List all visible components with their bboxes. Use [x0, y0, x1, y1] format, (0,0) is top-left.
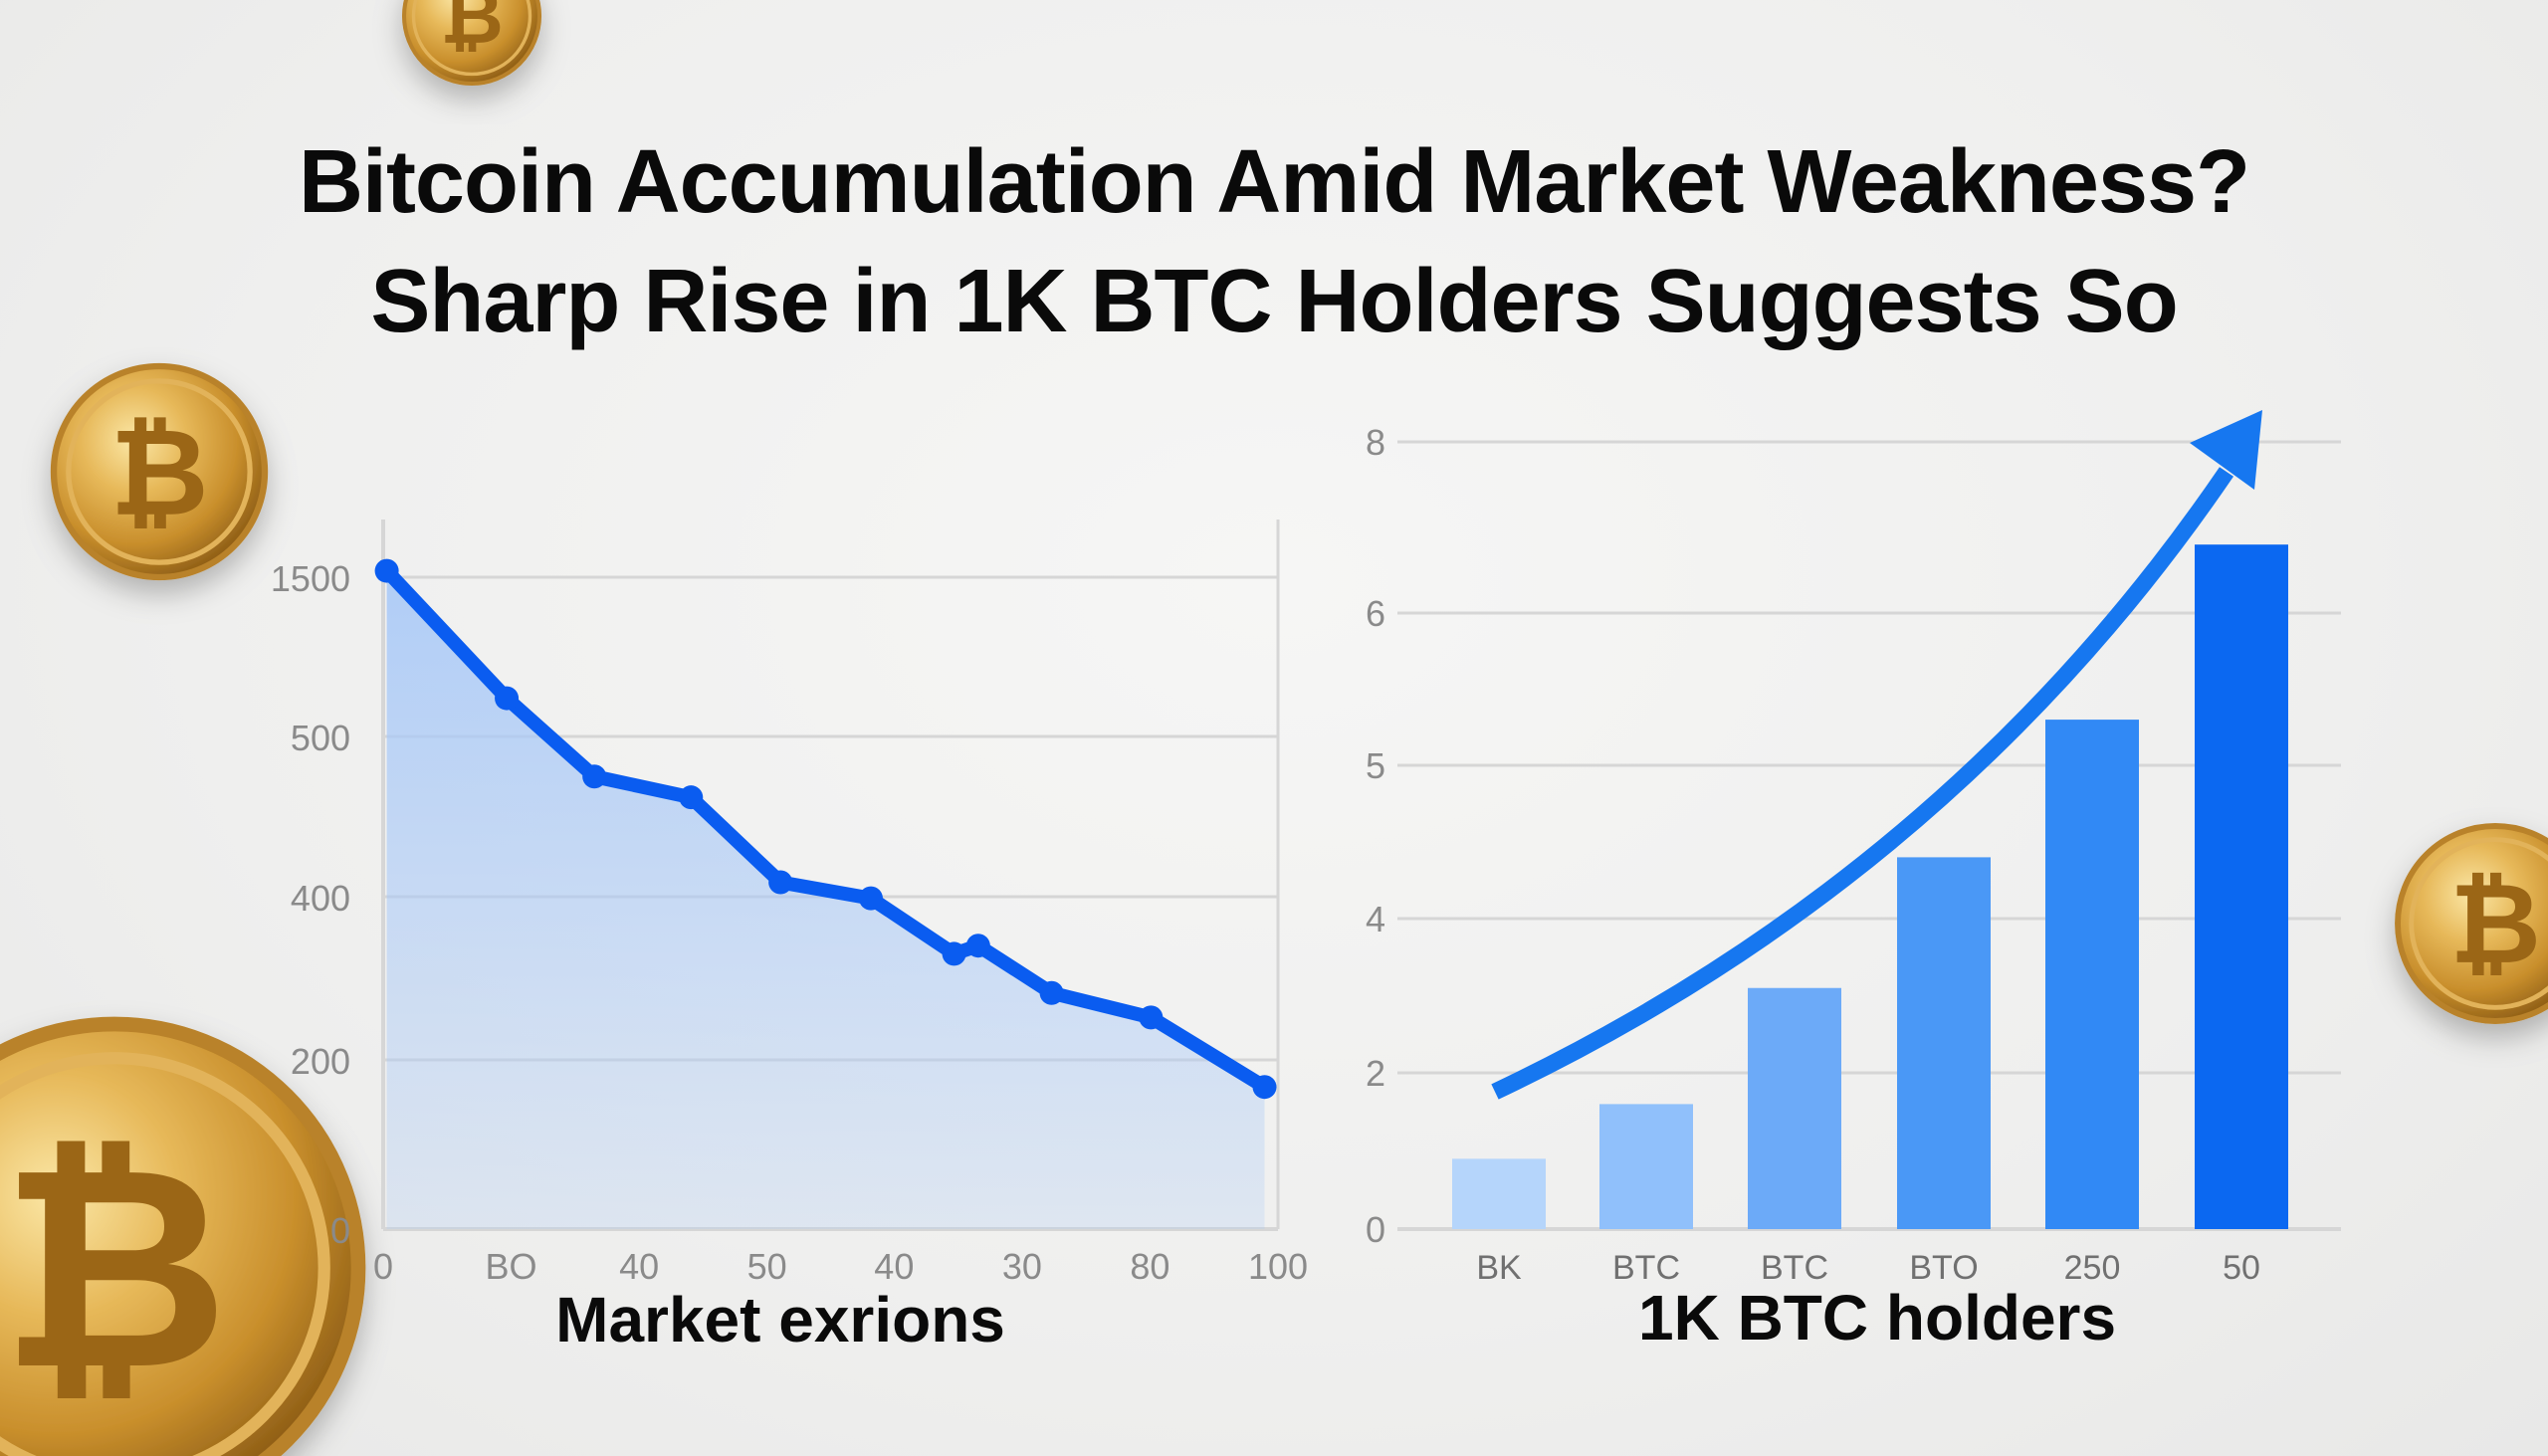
x-tick-label: 0 — [373, 1246, 393, 1287]
coin-symbol: ₿ — [109, 401, 208, 542]
area-fill — [386, 570, 1265, 1229]
bitcoin-coin-icon: ₿ — [0, 1016, 366, 1456]
coin-rim — [2409, 837, 2548, 1010]
y-tick-label: 6 — [1366, 593, 1385, 634]
y-tick-label: 400 — [291, 878, 350, 919]
bar — [2195, 544, 2288, 1229]
x-tick-label: 30 — [1002, 1246, 1042, 1287]
x-tick-label: 40 — [619, 1246, 659, 1287]
y-tick-label: 200 — [291, 1041, 350, 1082]
coin-symbol: ₿ — [0, 1106, 229, 1432]
bar — [1748, 987, 1841, 1229]
x-tick-label: BTC — [1612, 1249, 1680, 1287]
coin-rim — [411, 0, 532, 77]
x-tick-label: BTC — [1761, 1249, 1828, 1287]
coin-rim — [66, 378, 253, 565]
x-axis-title: 1K BTC holders — [1638, 1282, 2116, 1353]
x-tick-label: BTO — [1909, 1249, 1978, 1287]
y-tick-label: 8 — [1366, 422, 1385, 463]
data-point — [1139, 1005, 1164, 1030]
coin-rim — [0, 1052, 330, 1456]
x-tick-label: 80 — [1130, 1246, 1169, 1287]
data-point — [858, 886, 883, 911]
bar — [1452, 1158, 1546, 1229]
trend-arrow-head-icon — [2190, 410, 2262, 490]
y-tick-label: 1500 — [271, 558, 350, 599]
data-point — [768, 870, 793, 895]
y-tick-label: 0 — [330, 1210, 350, 1251]
data-point — [1252, 1075, 1277, 1100]
data-point — [965, 934, 990, 958]
title-line-2: Sharp Rise in 1K BTC Holders Suggests So — [370, 252, 2178, 351]
data-point — [374, 558, 399, 583]
bar — [1897, 857, 1991, 1229]
coin-body — [50, 362, 269, 581]
data-point — [1039, 980, 1064, 1005]
data-point — [679, 785, 704, 810]
data-point — [942, 941, 966, 966]
title-line-1: Bitcoin Accumulation Amid Market Weaknes… — [298, 132, 2250, 232]
y-tick-label: 0 — [1366, 1209, 1385, 1250]
bitcoin-coin-icon: ₿ — [2395, 823, 2548, 1024]
coin-symbol: ₿ — [2449, 858, 2541, 989]
y-tick-label: 500 — [291, 718, 350, 758]
bitcoin-coin-icon: ₿ — [401, 0, 542, 87]
y-tick-label: 4 — [1366, 899, 1385, 939]
data-point — [582, 764, 607, 789]
coin-body — [2395, 823, 2548, 1024]
bar — [1599, 1104, 1693, 1229]
y-tick-label: 5 — [1366, 745, 1385, 786]
y-tick-label: 2 — [1366, 1053, 1385, 1094]
x-tick-label: 50 — [2223, 1249, 2260, 1287]
x-tick-label: BK — [1476, 1249, 1522, 1287]
trend-arrow-shaft — [1491, 467, 2234, 1100]
x-tick-label: 250 — [2064, 1249, 2121, 1287]
x-axis-title: Market exrions — [555, 1284, 1005, 1355]
bitcoin-coin-icon: ₿ — [50, 362, 269, 581]
x-tick-label: BO — [486, 1246, 537, 1287]
data-point — [495, 686, 520, 711]
coin-symbol: ₿ — [440, 0, 504, 62]
x-tick-label: 100 — [1248, 1246, 1308, 1287]
x-tick-label: 40 — [874, 1246, 914, 1287]
x-tick-label: 50 — [747, 1246, 787, 1287]
bar — [2045, 720, 2139, 1229]
